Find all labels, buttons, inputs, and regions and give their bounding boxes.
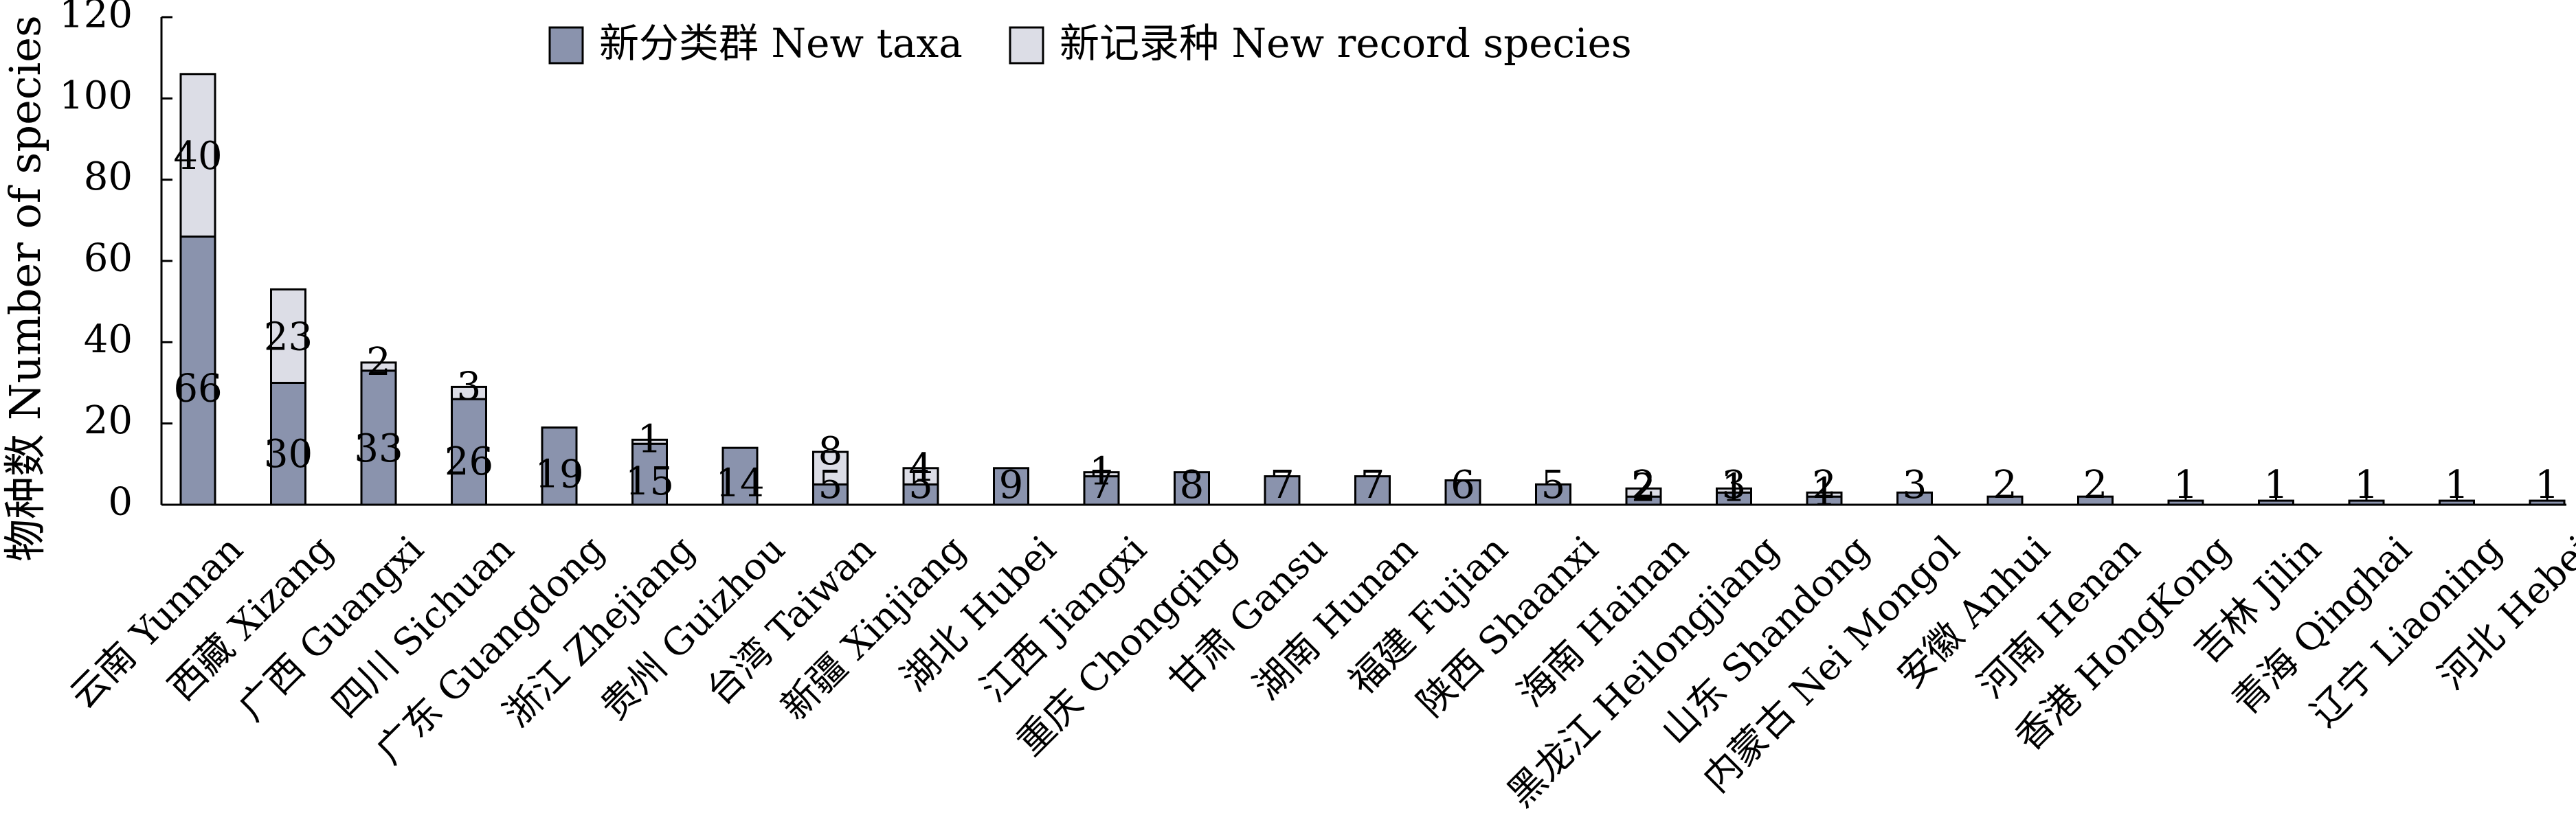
data-label: 1	[2535, 463, 2560, 507]
bar-segment	[2529, 499, 2566, 506]
legend-label: 新分类群 New taxa	[599, 20, 963, 67]
data-label: 3	[1903, 463, 1927, 507]
data-label: 1	[2264, 463, 2289, 507]
data-label: 26	[445, 439, 493, 484]
legend-swatch	[548, 26, 584, 65]
bar-segment	[721, 446, 759, 506]
data-label: 33	[354, 426, 403, 471]
data-label: 2	[1631, 463, 1656, 507]
data-label: 5	[908, 463, 933, 507]
data-label: 7	[1089, 463, 1114, 507]
data-label: 4	[908, 446, 933, 490]
data-label: 3	[1722, 463, 1747, 507]
bar-segment	[179, 236, 216, 506]
bar-segment	[902, 467, 939, 486]
data-label: 8	[818, 429, 843, 474]
bars	[179, 73, 2566, 506]
y-tick-label: 20	[84, 398, 133, 443]
bar-segment	[2077, 495, 2114, 506]
data-label: 5	[1541, 463, 1566, 507]
data-label: 1	[1089, 450, 1114, 494]
bar-segment	[270, 382, 306, 506]
bar-segment	[812, 450, 849, 486]
y-tick-label: 40	[84, 317, 133, 362]
data-label: 1	[2354, 463, 2379, 507]
bar-segment	[360, 361, 397, 372]
y-tick-label: 0	[108, 480, 133, 525]
y-tick-label: 100	[59, 73, 133, 118]
data-label: 2	[1993, 463, 2017, 507]
bar-segment	[541, 426, 578, 506]
data-label: 14	[715, 461, 764, 506]
bar-segment	[179, 73, 216, 238]
data-label: 3	[457, 364, 482, 409]
bar-segment	[360, 369, 397, 506]
bar-segment	[1986, 495, 2024, 506]
data-label: 1	[1812, 470, 1837, 514]
bar-segment	[1444, 479, 1481, 506]
data-label: 23	[264, 315, 313, 359]
data-label: 2	[1631, 466, 1656, 510]
bar-segment	[2167, 499, 2204, 506]
data-label: 1	[1722, 466, 1747, 510]
bar-segment	[1535, 483, 1571, 506]
data-label: 8	[1180, 463, 1205, 507]
legend-swatch	[1009, 26, 1044, 65]
bar-segment	[1083, 475, 1120, 506]
data-label: 6	[1451, 463, 1475, 507]
bar-segment	[1264, 475, 1301, 506]
y-tick-label: 60	[84, 236, 133, 281]
y-axis-label: 物种数 Number of species	[0, 15, 50, 562]
bar-segment	[1896, 491, 1933, 506]
data-label: 19	[535, 452, 583, 496]
bar-segment	[631, 442, 668, 506]
legend-label: 新记录种 New record species	[1060, 20, 1632, 67]
bar-segment	[1806, 491, 1843, 498]
data-label: 2	[1812, 463, 1837, 507]
data-label: 1	[2173, 463, 2198, 507]
bar-segment	[993, 467, 1029, 506]
data-label: 7	[1360, 463, 1385, 507]
bar-segment	[902, 483, 939, 506]
bar-segment	[812, 483, 849, 506]
bar-segment	[1716, 487, 1752, 494]
bar-segment	[1354, 475, 1391, 506]
data-label: 15	[625, 459, 674, 504]
data-label: 5	[818, 463, 843, 507]
data-label: 1	[2445, 463, 2469, 507]
data-label: 66	[173, 366, 222, 411]
data-label: 40	[173, 134, 222, 179]
data-label: 1	[638, 417, 662, 461]
bar-segment	[2348, 499, 2385, 506]
data-label: 2	[2083, 463, 2108, 507]
bar-segment	[2258, 499, 2294, 506]
data-label: 9	[999, 463, 1024, 507]
data-label: 2	[366, 340, 391, 385]
axes: 0 20 40 60 80 100 120	[59, 0, 2566, 525]
bar-segment	[1174, 471, 1210, 506]
bar-segment	[451, 385, 487, 400]
bar-segment	[270, 288, 306, 384]
y-tick-label: 120	[59, 0, 133, 37]
y-tick-label: 80	[84, 155, 133, 199]
bar-segment	[1083, 471, 1120, 478]
data-label: 7	[1270, 463, 1295, 507]
bar-segment	[1625, 487, 1662, 498]
bar-segment	[631, 438, 668, 445]
data-label: 30	[264, 432, 313, 477]
bar-segment	[2439, 499, 2475, 506]
legend: 新分类群 New taxa 新记录种 New record species	[548, 20, 1632, 67]
